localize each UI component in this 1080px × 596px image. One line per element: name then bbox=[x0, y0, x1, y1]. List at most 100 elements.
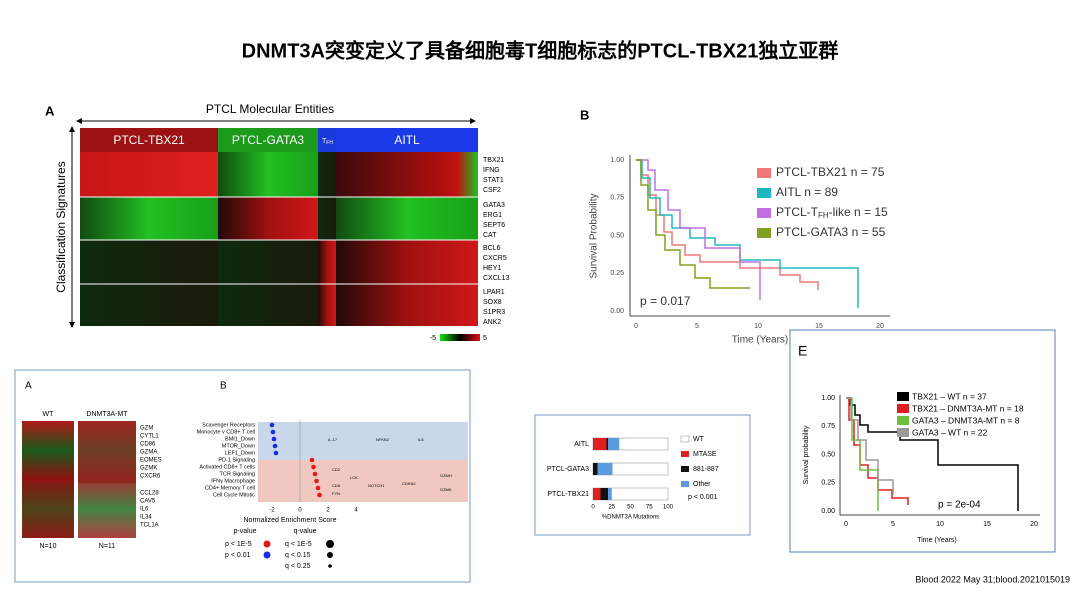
x-label: %DNMT3A Mutations bbox=[602, 515, 659, 521]
y-label: Survival probability bbox=[803, 425, 810, 484]
legend-dot bbox=[263, 540, 271, 548]
heat-block bbox=[80, 152, 218, 197]
legend-swatch bbox=[757, 188, 771, 198]
heat-block bbox=[336, 284, 478, 326]
gene-label: S1PR3 bbox=[483, 309, 505, 316]
group-label: PTCL-TBX21 bbox=[113, 133, 185, 147]
x-tick-label: -2 bbox=[269, 508, 275, 514]
gene-label: CCL28 bbox=[140, 491, 159, 497]
legend-label: q < 0.15 bbox=[285, 552, 311, 559]
gene-label: IFNG bbox=[483, 167, 500, 174]
group-header bbox=[318, 128, 336, 152]
panel-label: E bbox=[798, 343, 807, 359]
x-tick-label: 0 bbox=[591, 505, 595, 511]
y-tick-label: 0.25 bbox=[821, 480, 835, 487]
heatmap bbox=[80, 152, 478, 326]
dot bbox=[311, 464, 316, 470]
legend-dot bbox=[327, 552, 333, 558]
gene-label: CXCL13 bbox=[483, 275, 510, 282]
gene-label: EOMES bbox=[140, 458, 162, 464]
dot bbox=[317, 492, 322, 498]
gene-label: SEPT6 bbox=[483, 222, 505, 229]
gene-label: BCL6 bbox=[483, 245, 501, 252]
group-label: AITL bbox=[394, 133, 420, 147]
legend-swatch bbox=[681, 481, 689, 487]
group-label: TFH bbox=[322, 138, 333, 146]
bar-segment bbox=[593, 488, 601, 500]
bar-segment bbox=[593, 463, 598, 475]
band bbox=[258, 460, 468, 502]
node-label: NFKB2 bbox=[376, 437, 390, 442]
panel-bar: AITL PTCL-GATA3 PTCL-TBX21 0 25 50 75 100 %DNMT3… bbox=[534, 414, 751, 536]
panel-e: E 1.00 0.75 0.50 0.25 0.00 0 5 10 15 20 Survival … bbox=[789, 329, 1056, 553]
x-tick-label: 15 bbox=[815, 323, 823, 330]
x-tick-label: 10 bbox=[754, 323, 762, 330]
gene-label: LPAR1 bbox=[483, 289, 505, 296]
frame bbox=[789, 329, 1056, 553]
x-tick-label: 15 bbox=[983, 521, 991, 528]
frame bbox=[534, 414, 751, 536]
legend-label: 881-887 bbox=[693, 466, 719, 473]
x-tick-label: 5 bbox=[695, 323, 699, 330]
heat-block bbox=[336, 152, 478, 197]
legend-label: GATA3 – WT n = 22 bbox=[912, 427, 988, 437]
y-label: Classification Signatures bbox=[54, 161, 68, 292]
bar-segment bbox=[593, 438, 607, 450]
legend-swatch bbox=[681, 466, 689, 472]
group-header bbox=[336, 128, 478, 152]
dot bbox=[314, 478, 319, 484]
x-tick-label: 0 bbox=[844, 521, 848, 528]
legend-title: q-value bbox=[294, 528, 317, 535]
legend-swatch bbox=[680, 435, 690, 443]
y-tick-label: 0.25 bbox=[610, 270, 624, 277]
bar-segment bbox=[608, 488, 612, 500]
legend-dot bbox=[326, 540, 334, 548]
pathway-label: BMI1_Down bbox=[225, 436, 255, 442]
heat-block bbox=[318, 197, 336, 240]
bar-segment bbox=[608, 438, 620, 450]
heatmap bbox=[78, 421, 136, 483]
n-label: N=11 bbox=[99, 543, 116, 550]
legend-swatch bbox=[757, 208, 771, 218]
gene-label: CSF2 bbox=[483, 187, 501, 194]
legend-dot bbox=[263, 551, 271, 559]
x-tick-label: 5 bbox=[891, 521, 895, 528]
dot bbox=[270, 429, 276, 435]
group-label: PTCL-GATA3 bbox=[232, 133, 305, 147]
slide-title: DNMT3A突变定义了具备细胞毒T细胞标志的PTCL-TBX21独立亚群 bbox=[242, 38, 839, 62]
y-tick-label: 0.50 bbox=[610, 232, 624, 239]
gene-label: TCL1A bbox=[140, 523, 159, 529]
gene-label: ANK2 bbox=[483, 319, 501, 326]
header: PTCL Molecular Entities bbox=[206, 102, 334, 116]
panel-label: B bbox=[220, 381, 227, 392]
heat-block bbox=[80, 197, 218, 240]
dot bbox=[309, 457, 315, 463]
p-value: p = 2e-04 bbox=[938, 500, 981, 511]
gene-label: CAV5 bbox=[140, 499, 156, 505]
category-label: PTCL-TBX21 bbox=[547, 491, 589, 498]
bar-segment bbox=[597, 463, 613, 475]
x-tick-label: 4 bbox=[354, 508, 358, 514]
heat-block bbox=[218, 197, 318, 240]
legend-label: p < 1E-5 bbox=[225, 541, 252, 548]
x-tick-label: 10 bbox=[936, 521, 944, 528]
col-label: WT bbox=[43, 411, 55, 418]
y-tick-label: 0.00 bbox=[821, 508, 835, 515]
legend-label: GATA3 – DNMT3A-MT n = 8 bbox=[912, 415, 1020, 425]
x-tick-label: 2 bbox=[326, 508, 330, 514]
bar-segment bbox=[606, 438, 608, 450]
dot bbox=[269, 422, 275, 428]
x-label: Time (Years) bbox=[732, 335, 789, 346]
frame bbox=[14, 369, 471, 583]
gene-label: CXCR6 bbox=[140, 474, 161, 480]
bar-segment bbox=[600, 488, 608, 500]
legend-label: TBX21 – DNMT3A-MT n = 18 bbox=[912, 403, 1024, 413]
n-label: N=10 bbox=[40, 543, 57, 550]
gene-label: GZMK bbox=[140, 466, 157, 472]
gene-label: GATA3 bbox=[483, 202, 505, 209]
dot bbox=[312, 471, 318, 477]
category-label: AITL bbox=[574, 441, 589, 448]
legend-label: q < 0.25 bbox=[285, 563, 311, 570]
node-label: NOTCH1 bbox=[368, 483, 385, 488]
